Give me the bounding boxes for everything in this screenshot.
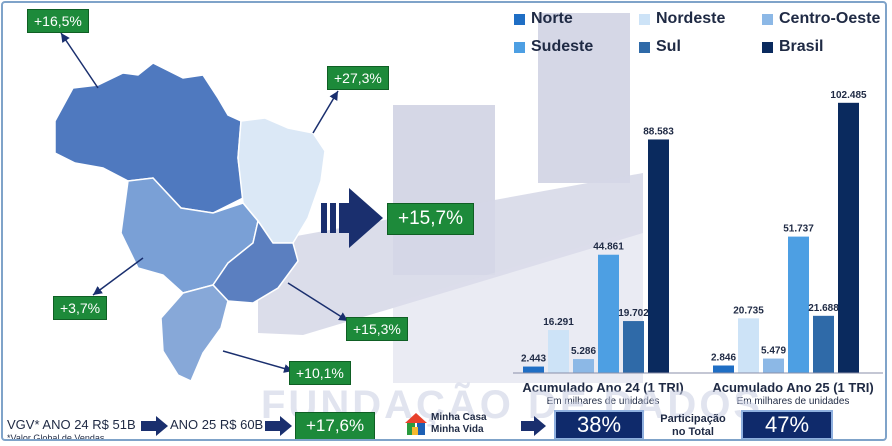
legend-item-sudeste: Sudeste (514, 38, 593, 56)
share-ano25-box: 47% (741, 410, 833, 439)
vgv-ano25: ANO 25 R$ 60B (170, 417, 264, 432)
legend-swatch (639, 13, 650, 25)
data-label-centro-oeste-1: 5.286 (571, 346, 596, 357)
bar-sudeste-2 (788, 236, 809, 373)
legend-label: Brasil (779, 38, 824, 55)
bar-sul-2 (813, 315, 834, 373)
share-label: Participação no Total (660, 413, 726, 438)
vgv-growth-badge: +17,6% (295, 412, 376, 439)
brazil-map (54, 32, 383, 383)
mcmv-logo: Minha Casa Minha Vida (403, 409, 511, 439)
legend-swatch (639, 41, 650, 53)
legend-label: Sudeste (531, 38, 594, 55)
infographic-frame: +16,5% +27,3% +3,7% +15,3% +10,1% +15,7%… (1, 1, 887, 441)
badge-brasil: +15,7% (387, 203, 474, 235)
big-arrow-icon (321, 188, 383, 248)
legend-swatch (762, 41, 773, 53)
data-label-norte-1: 2.443 (521, 354, 546, 365)
legend-item-brasil: Brasil (762, 38, 823, 56)
legend-swatch (514, 13, 525, 25)
legend-swatch (514, 41, 525, 53)
logo-text-line1: Minha Casa (431, 412, 487, 423)
badge-centro-oeste: +3,7% (53, 296, 108, 320)
legend-item-sul: Sul (639, 38, 681, 56)
group-sublabel-ano24: Em milhares de unidades (546, 396, 660, 407)
arrow-icon (141, 421, 157, 431)
arrow-icon (534, 416, 546, 436)
bar-centro-oeste-2 (763, 358, 784, 373)
legend-item-centro-oeste: Centro-Oeste (762, 10, 880, 28)
data-label-nordeste-2: 20.735 (733, 305, 764, 316)
legend-item-norte: Norte (514, 10, 573, 28)
badge-sudeste: +15,3% (346, 317, 408, 341)
arrow-icon (265, 421, 281, 431)
badge-nordeste: +27,3% (327, 66, 389, 90)
bar-chart: 2.443 16.291 5.286 44.861 19.702 88.583 2.846 2… (513, 90, 883, 374)
map-region-sudeste (212, 219, 299, 304)
data-label-brasil-2: 102.485 (830, 90, 867, 101)
bar-brasil-2 (838, 102, 859, 374)
arrow-icon (280, 416, 292, 436)
data-label-sudeste-2: 51.737 (783, 224, 814, 235)
data-label-sul-2: 21.688 (808, 303, 839, 314)
data-label-brasil-1: 88.583 (643, 126, 674, 137)
bar-sul-1 (623, 321, 644, 373)
bar-brasil-1 (648, 139, 669, 373)
group-sublabel-ano25: Em milhares de unidades (736, 396, 850, 407)
bar-centro-oeste-1 (573, 359, 594, 373)
data-label-norte-2: 2.846 (711, 352, 736, 363)
arrow-icon (156, 416, 168, 436)
bg-diagonal-shape (258, 173, 643, 383)
bg-shape (538, 13, 630, 183)
vgv-footnote: *Valor Global de Vendas (7, 433, 105, 441)
data-label-sudeste-1: 44.861 (593, 242, 624, 253)
data-label-sul-1: 19.702 (618, 308, 649, 319)
map-region-sul (160, 284, 229, 383)
arrow-icon (521, 421, 535, 431)
legend-label: Nordeste (656, 10, 726, 27)
badge-sul: +10,1% (289, 361, 351, 385)
badge-norte: +16,5% (27, 9, 89, 33)
legend-label: Sul (656, 38, 681, 55)
bar-nordeste-2 (738, 318, 759, 373)
legend-item-nordeste: Nordeste (639, 10, 725, 28)
legend-label: Centro-Oeste (779, 10, 881, 27)
data-label-centro-oeste-2: 5.479 (761, 346, 786, 357)
group-label-ano25: Acumulado Ano 25 (1 TRI) (712, 380, 874, 395)
bar-norte-2 (713, 365, 734, 373)
share-ano24-box: 38% (554, 410, 644, 439)
bar-norte-1 (523, 366, 544, 373)
bar-nordeste-1 (548, 330, 569, 373)
legend-swatch (762, 13, 773, 25)
legend-label: Norte (531, 10, 573, 27)
bar-sudeste-1 (598, 254, 619, 373)
data-label-nordeste-1: 16.291 (543, 317, 574, 328)
group-label-ano24: Acumulado Ano 24 (1 TRI) (522, 380, 684, 395)
logo-text-line2: Minha Vida (431, 424, 484, 435)
vgv-ano24: VGV* ANO 24 R$ 51B (7, 417, 136, 432)
house-logo-icon (405, 413, 427, 435)
